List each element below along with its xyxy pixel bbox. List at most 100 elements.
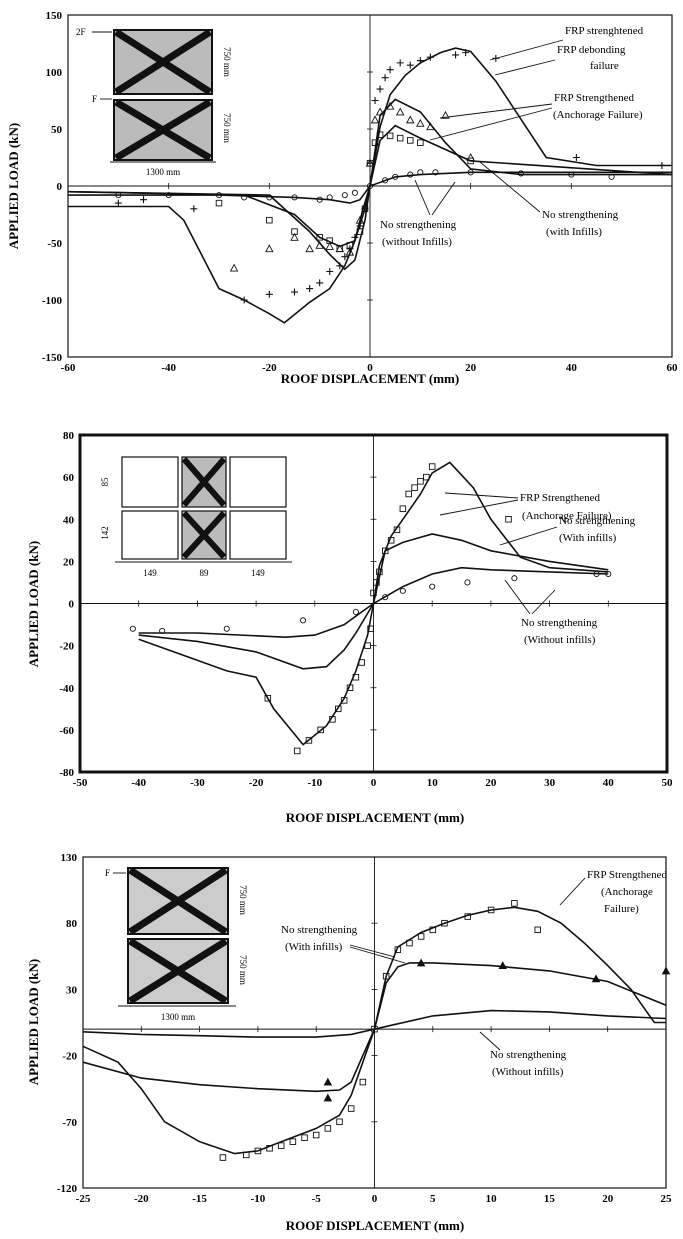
data-point-circle <box>300 617 307 624</box>
x-tick-label: -40 <box>161 362 176 374</box>
x-tick-label: 0 <box>371 777 377 789</box>
inset-dim-lower: 750 mm <box>222 113 232 143</box>
data-point-triangle <box>323 1093 333 1102</box>
x-tick-label: -40 <box>131 777 146 789</box>
x-tick-label: 0 <box>372 1193 378 1205</box>
data-point-circle <box>352 608 359 615</box>
data-point-plus <box>376 85 384 93</box>
annotation-no-strengthening-without: No strengthening <box>490 1049 567 1061</box>
x-tick-label: -10 <box>251 1193 266 1205</box>
x-tick-label: 40 <box>603 777 615 789</box>
data-point-square <box>312 1131 320 1139</box>
data-point-square <box>393 526 401 534</box>
x-tick-label: 10 <box>427 777 439 789</box>
data-point-square <box>340 697 348 704</box>
data-point-square <box>366 159 374 167</box>
annotation-without-infills: (Without infills) <box>524 634 596 646</box>
data-point-circle <box>351 189 358 196</box>
leader-line <box>349 946 406 964</box>
inset-bay <box>229 456 287 508</box>
data-point-circle <box>608 173 615 180</box>
y-tick-label: -50 <box>47 238 62 250</box>
annotation-frp-strengthened: FRP Strengthened <box>587 869 667 881</box>
data-point-circle <box>382 594 389 601</box>
data-point-circle <box>129 625 136 632</box>
annotation-frp-strengthened-anchorage: FRP Strengthened <box>554 92 634 104</box>
data-point-circle <box>432 169 439 176</box>
leader-line <box>531 589 556 615</box>
data-point-square <box>399 505 407 512</box>
plot-area <box>82 857 671 1188</box>
y-tick-label: -120 <box>57 1183 78 1195</box>
inset-bay <box>121 456 179 508</box>
annotation-with-infills: (With infills) <box>559 532 617 544</box>
data-point-square <box>317 726 324 734</box>
data-point-circle <box>366 182 374 190</box>
data-point-square <box>326 237 333 244</box>
annotation-no-strengthening-with: No strengthening <box>281 924 358 936</box>
x-tick-label: 40 <box>566 362 578 374</box>
annotations: FRP strenghtened FRP debonding failure F… <box>380 25 644 248</box>
y-tick-label: -20 <box>62 1051 77 1063</box>
data-point-square <box>511 900 518 907</box>
data-point-triangle <box>466 153 475 161</box>
x-tick-labels: -50 -40 -30 -20 -10 0 10 20 30 40 50 <box>73 600 674 789</box>
y-tick-label: -70 <box>62 1117 77 1129</box>
data-point-plus <box>265 290 273 298</box>
leader-line <box>429 107 553 141</box>
data-point-square <box>394 946 402 953</box>
data-point-square <box>254 1147 262 1155</box>
series-line-1 <box>82 906 666 1155</box>
data-point-square <box>411 484 418 491</box>
data-point-square <box>405 490 412 498</box>
data-point-plus <box>291 288 298 296</box>
y-tick-label: 0 <box>69 599 75 611</box>
inset-label-2f: 2F <box>76 27 86 37</box>
inset-diagonal-frp <box>114 29 212 162</box>
data-point-triangle <box>375 107 385 116</box>
x-tick-label: 50 <box>662 777 674 789</box>
data-point-square <box>336 1118 343 1126</box>
data-point-square <box>301 1134 308 1141</box>
y-tick-label: -150 <box>42 352 63 364</box>
data-point-circle <box>593 570 600 578</box>
data-point-triangle <box>265 244 274 253</box>
y-tick-label: 150 <box>46 10 63 22</box>
inset-dim-149-left: 149 <box>143 568 157 578</box>
data-point-square <box>364 642 371 649</box>
inset-frame-diagram: 2F F 750 mm 750 mm 1300 mm <box>76 27 232 177</box>
x-tick-label: -20 <box>249 777 264 789</box>
plot-area <box>67 15 673 357</box>
series-line-3 <box>138 566 609 639</box>
data-point-triangle <box>290 232 299 241</box>
y-tick-label: 130 <box>61 852 78 864</box>
x-axis-title: ROOF DISPLACEMENT (mm) <box>286 1218 464 1233</box>
inset-dim-149-right: 149 <box>251 568 265 578</box>
data-point-square <box>305 737 313 744</box>
data-point-circle <box>215 192 223 199</box>
data-point-plus <box>351 233 359 241</box>
data-point-square <box>423 473 430 481</box>
inset-frame-diagram: F 750 mm 750 mm 1300 mm <box>105 867 248 1022</box>
data-point-square <box>464 913 472 920</box>
data-point-circle <box>165 192 172 199</box>
data-point-circle <box>241 194 248 201</box>
inset-diagonal-frp <box>128 867 228 1004</box>
y-tick-label: -20 <box>59 641 74 653</box>
data-point-circle <box>511 575 518 582</box>
data-point-circle <box>159 627 166 634</box>
annotation-failure: failure <box>590 60 619 72</box>
data-point-triangle <box>323 1077 333 1086</box>
data-point-square <box>289 1138 297 1145</box>
chart-panel-3: APPLIED LOAD (kN) ROOF DISPLACEMENT (mm)… <box>26 852 672 1233</box>
data-point-square <box>376 568 383 576</box>
data-point-triangle <box>385 101 395 110</box>
data-point-square <box>487 906 495 914</box>
x-tick-labels: -25 -20 -15 -10 -5 0 5 10 15 20 25 <box>76 1026 672 1205</box>
chart-panel-2: APPLIED LOAD (kN) ROOF DISPLACEMENT (mm)… <box>26 430 673 825</box>
data-point-square <box>215 199 223 207</box>
data-point-circle <box>115 192 122 199</box>
data-point-square <box>505 516 512 523</box>
leader-line <box>499 526 558 546</box>
y-tick-label: 80 <box>66 918 78 930</box>
